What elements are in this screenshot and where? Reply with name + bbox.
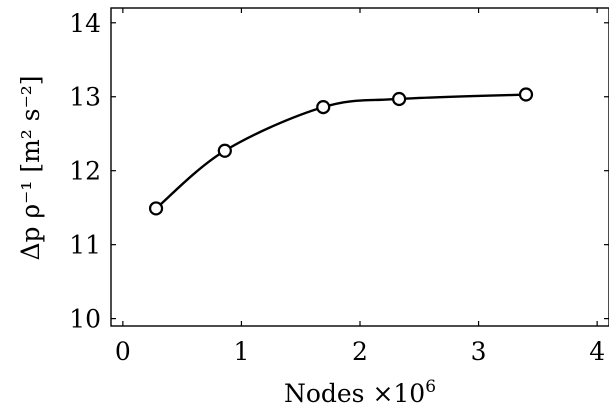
- plot-area-frame: [110, 7, 609, 327]
- data-point: [392, 91, 407, 107]
- data-point: [518, 87, 534, 102]
- x-tick-label: 3: [471, 337, 487, 366]
- x-axis: 0 1 2 3 4: [115, 8, 605, 366]
- x-tick-label: 4: [589, 337, 605, 366]
- series-markers: [148, 87, 534, 216]
- x-axis-title-exponent: 6: [425, 377, 436, 397]
- data-point: [316, 99, 331, 115]
- x-tick-label: 0: [115, 337, 131, 366]
- data-point: [217, 143, 232, 158]
- y-axis: 10 11 12 13 14: [69, 9, 609, 334]
- x-tick-label: 2: [352, 337, 368, 366]
- x-tick-label: 1: [233, 337, 249, 366]
- y-tick-label: 13: [69, 83, 101, 112]
- y-tick-label: 10: [69, 305, 101, 334]
- y-axis-title: Δp ρ⁻¹ [m² s⁻²]: [16, 75, 45, 260]
- series-line: [155, 93, 527, 210]
- y-tick-label: 11: [69, 231, 101, 260]
- data-point: [148, 201, 164, 216]
- x-axis-title: Nodes ×106: [284, 377, 436, 408]
- y-tick-label: 14: [69, 9, 101, 38]
- y-tick-label: 12: [69, 157, 101, 186]
- x-axis-title-text: Nodes ×10: [284, 379, 425, 408]
